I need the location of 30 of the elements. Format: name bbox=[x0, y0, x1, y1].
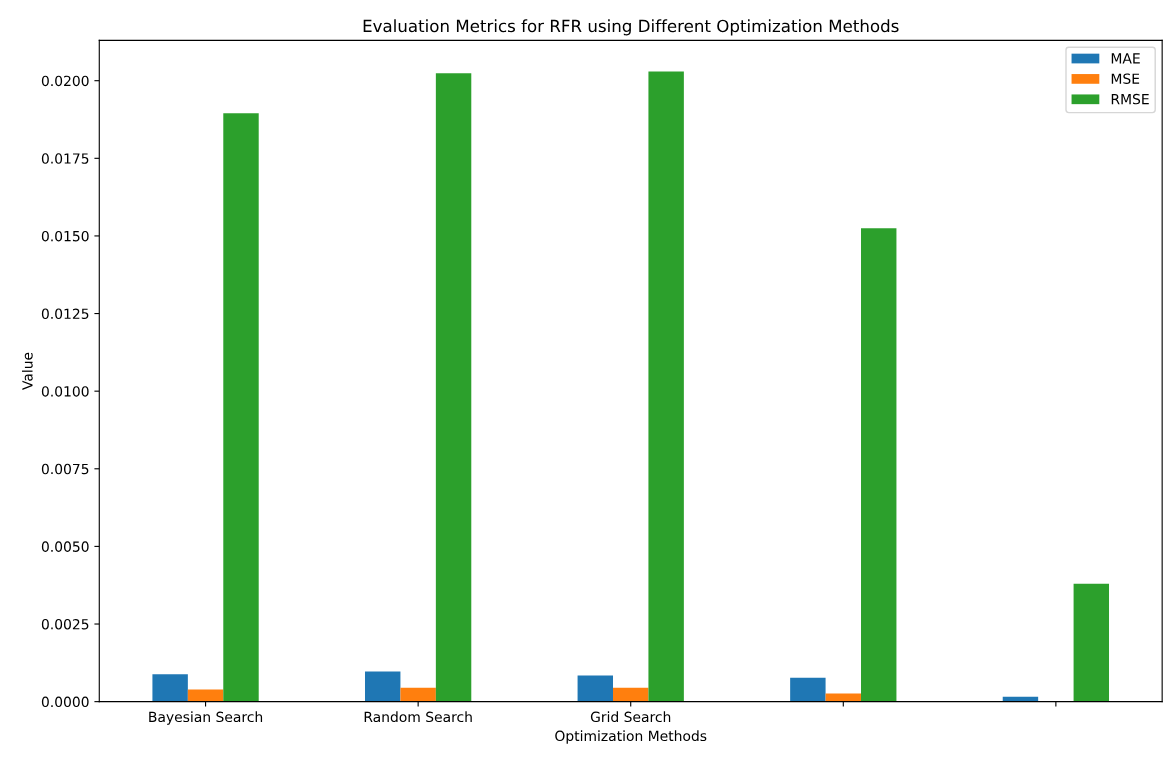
x-tick-label: Grid Search bbox=[590, 711, 671, 723]
y-tick-label: 0.0000 bbox=[41, 696, 89, 708]
chart-title: Evaluation Metrics for RFR using Different Optimization Methods bbox=[363, 19, 899, 36]
y-tick-label: 0.0125 bbox=[41, 308, 89, 320]
bar bbox=[861, 228, 897, 702]
x-tick-label: Bayesian Search bbox=[149, 711, 263, 725]
y-axis-title: Value bbox=[21, 352, 33, 390]
bar bbox=[648, 71, 684, 702]
bar bbox=[223, 113, 259, 702]
x-axis-title: Optimization Methods bbox=[555, 730, 707, 744]
bar bbox=[435, 73, 472, 702]
y-tick-label: 0.0100 bbox=[41, 386, 89, 397]
bar bbox=[187, 689, 224, 702]
bar bbox=[365, 671, 401, 702]
y-tick-label: 0.0075 bbox=[41, 463, 89, 475]
y-tick-label: 0.0050 bbox=[41, 541, 89, 552]
legend-label: MAE bbox=[1111, 53, 1140, 64]
y-tick-label: 0.0150 bbox=[41, 230, 89, 242]
legend-label: MSE bbox=[1111, 73, 1140, 84]
bar bbox=[790, 677, 826, 702]
y-tick-label: 0.0200 bbox=[41, 75, 89, 87]
bar bbox=[400, 687, 436, 702]
bar bbox=[577, 675, 614, 702]
bar bbox=[152, 674, 188, 702]
bar bbox=[1073, 583, 1110, 702]
y-tick-label: 0.0025 bbox=[41, 618, 89, 630]
x-tick-label: Random Search bbox=[364, 711, 472, 723]
y-tick-label: 0.0175 bbox=[41, 153, 89, 164]
legend-label: RMSE bbox=[1111, 93, 1149, 105]
bar bbox=[613, 687, 649, 702]
